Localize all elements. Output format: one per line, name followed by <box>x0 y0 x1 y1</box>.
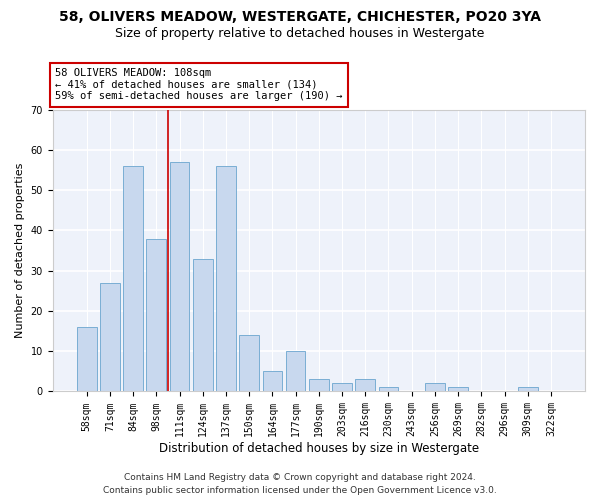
Bar <box>448 388 468 392</box>
Bar <box>286 351 305 392</box>
X-axis label: Distribution of detached houses by size in Westergate: Distribution of detached houses by size … <box>159 442 479 455</box>
Text: 58 OLIVERS MEADOW: 108sqm
← 41% of detached houses are smaller (134)
59% of semi: 58 OLIVERS MEADOW: 108sqm ← 41% of detac… <box>55 68 343 102</box>
Y-axis label: Number of detached properties: Number of detached properties <box>15 163 25 338</box>
Bar <box>77 327 97 392</box>
Bar <box>146 238 166 392</box>
Bar <box>216 166 236 392</box>
Bar <box>170 162 190 392</box>
Text: Size of property relative to detached houses in Westergate: Size of property relative to detached ho… <box>115 28 485 40</box>
Bar <box>518 388 538 392</box>
Text: Contains HM Land Registry data © Crown copyright and database right 2024.
Contai: Contains HM Land Registry data © Crown c… <box>103 474 497 495</box>
Bar <box>100 283 120 392</box>
Bar <box>425 384 445 392</box>
Bar <box>123 166 143 392</box>
Text: 58, OLIVERS MEADOW, WESTERGATE, CHICHESTER, PO20 3YA: 58, OLIVERS MEADOW, WESTERGATE, CHICHEST… <box>59 10 541 24</box>
Bar <box>309 380 329 392</box>
Bar <box>193 258 212 392</box>
Bar <box>379 388 398 392</box>
Bar <box>332 384 352 392</box>
Bar <box>263 372 282 392</box>
Bar <box>355 380 375 392</box>
Bar <box>239 335 259 392</box>
